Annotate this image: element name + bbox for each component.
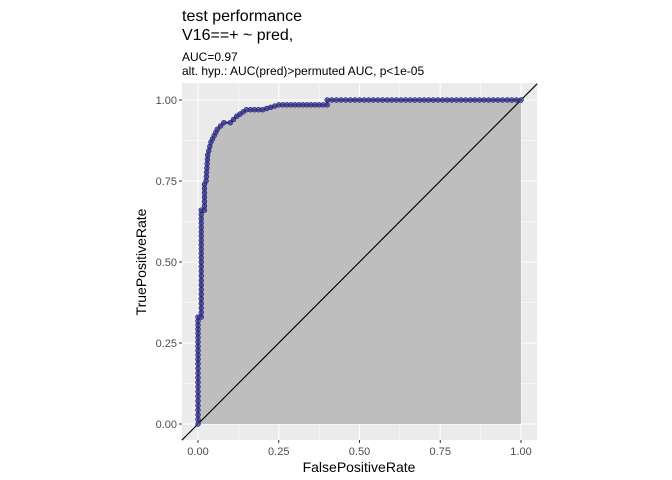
roc-point (329, 97, 335, 103)
roc-point (458, 97, 464, 103)
roc-point (342, 97, 349, 103)
roc-point (426, 97, 432, 103)
y-tick-label: 0.00 (156, 419, 177, 431)
plot-panel: 0.00 0.25 0.50 0.75 1.00 0.00 0.25 0.50 0.75 1.00 (156, 83, 538, 458)
x-tick-label: 1.00 (510, 446, 531, 458)
roc-point (198, 282, 204, 288)
roc-point (333, 97, 340, 103)
y-tick-label: 0.50 (156, 257, 177, 269)
roc-point (407, 97, 413, 103)
roc-point (421, 97, 427, 103)
roc-point (195, 375, 201, 381)
roc-point (195, 421, 201, 427)
roc-point (472, 97, 478, 103)
x-tick-label: 0.00 (187, 446, 208, 458)
roc-point (214, 126, 221, 132)
roc-point (195, 407, 201, 413)
roc-point (439, 97, 446, 103)
roc-point (324, 97, 330, 103)
roc-point (518, 97, 524, 103)
roc-point (444, 97, 450, 103)
roc-point (495, 97, 501, 103)
roc-point (195, 379, 201, 386)
roc-point (356, 97, 363, 103)
roc-point (467, 97, 473, 103)
roc-point (198, 263, 204, 270)
x-tick-label: 0.75 (430, 446, 451, 458)
roc-point (221, 119, 227, 126)
roc-point (384, 97, 390, 103)
roc-point (207, 143, 213, 150)
roc-point (195, 370, 201, 376)
roc-point (370, 97, 377, 103)
diagonal-reference-line (181, 83, 538, 441)
roc-point (230, 116, 237, 123)
roc-point (195, 365, 201, 372)
roc-point (402, 97, 409, 103)
roc-point (195, 361, 201, 367)
roc-point (366, 97, 372, 103)
roc-point (389, 97, 395, 103)
roc-point (198, 277, 204, 284)
roc-point (204, 152, 211, 158)
roc-point (195, 412, 201, 418)
roc-point (198, 291, 204, 297)
roc-point (449, 97, 455, 103)
roc-point (198, 314, 204, 320)
roc-point (195, 393, 201, 399)
roc-point (195, 398, 201, 404)
roc-point (490, 97, 497, 103)
x-axis-title: FalsePositiveRate (303, 459, 416, 475)
roc-point (486, 97, 492, 103)
chart-subtitle-line2: alt. hyp.: AUC(pred)>permuted AUC, p<1e-… (182, 64, 424, 78)
roc-point (198, 273, 204, 279)
chart-title: test performance (182, 8, 302, 25)
roc-point (412, 97, 418, 103)
y-tick-label: 1.00 (156, 95, 177, 107)
roc-point (206, 148, 212, 154)
y-tick-label: 0.75 (156, 176, 177, 188)
roc-point (435, 97, 441, 103)
roc-point (416, 97, 423, 103)
roc-point (513, 97, 520, 103)
roc-point (499, 97, 506, 103)
roc-point (227, 119, 234, 126)
roc-point (338, 97, 344, 103)
roc-point (324, 102, 330, 108)
roc-point (453, 97, 460, 103)
roc-point (217, 123, 224, 129)
chart-subtitle: AUC=0.97 (182, 50, 238, 64)
roc-point (198, 286, 204, 293)
roc-point (347, 97, 353, 103)
roc-point (504, 97, 510, 103)
roc-point (393, 97, 400, 103)
roc-point (398, 97, 404, 103)
roc-point (430, 97, 437, 103)
roc-point (198, 296, 204, 302)
roc-point (352, 97, 358, 103)
roc-point (195, 402, 201, 409)
roc-point (462, 97, 469, 103)
roc-point (361, 97, 367, 103)
roc-point (476, 97, 483, 103)
x-tick-label: 0.25 (268, 446, 289, 458)
y-axis-title: TruePositiveRate (133, 208, 149, 315)
roc-point (509, 97, 515, 103)
roc-point (379, 97, 386, 103)
roc-point (198, 309, 204, 316)
chart-title-line2: V16==+ ~ pred, (182, 27, 293, 44)
roc-point (198, 300, 204, 307)
y-tick-label: 0.25 (156, 338, 177, 350)
roc-point (481, 97, 487, 103)
roc-point (198, 305, 204, 311)
roc-point (375, 97, 381, 103)
roc-point (195, 384, 201, 390)
roc-point (195, 388, 201, 395)
roc-point (195, 416, 201, 423)
roc-point (198, 268, 204, 274)
x-tick-label: 0.50 (349, 446, 370, 458)
